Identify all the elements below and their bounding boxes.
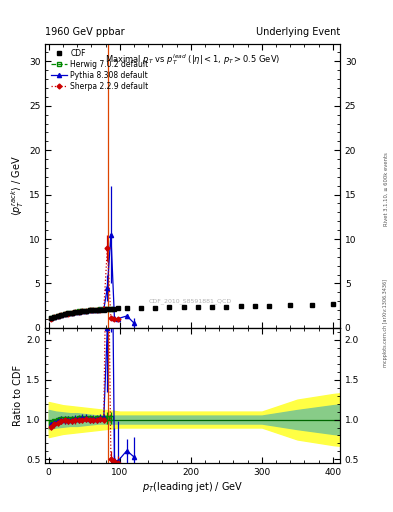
X-axis label: $p_T$(leading jet) / GeV: $p_T$(leading jet) / GeV: [142, 480, 243, 494]
Text: Underlying Event: Underlying Event: [256, 27, 340, 37]
Text: Rivet 3.1.10, ≥ 600k events: Rivet 3.1.10, ≥ 600k events: [384, 153, 388, 226]
Legend: CDF, Herwig 7.0.2 default, Pythia 8.308 default, Sherpa 2.2.9 default: CDF, Herwig 7.0.2 default, Pythia 8.308 …: [49, 47, 150, 92]
Text: mcpplots.cern.ch [arXiv:1306.3436]: mcpplots.cern.ch [arXiv:1306.3436]: [384, 279, 388, 367]
Text: Maximal $p_T$ vs $p_T^{lead}$ ($|\eta| < 1$, $p_T > 0.5$ GeV): Maximal $p_T$ vs $p_T^{lead}$ ($|\eta| <…: [105, 52, 280, 67]
Y-axis label: Ratio to CDF: Ratio to CDF: [13, 365, 23, 426]
Y-axis label: $\langle p_T^{rack} \rangle$ / GeV: $\langle p_T^{rack} \rangle$ / GeV: [9, 155, 26, 216]
Text: CDF_2010_S8591881_QCD: CDF_2010_S8591881_QCD: [149, 298, 231, 304]
Text: 1960 GeV ppbar: 1960 GeV ppbar: [45, 27, 125, 37]
